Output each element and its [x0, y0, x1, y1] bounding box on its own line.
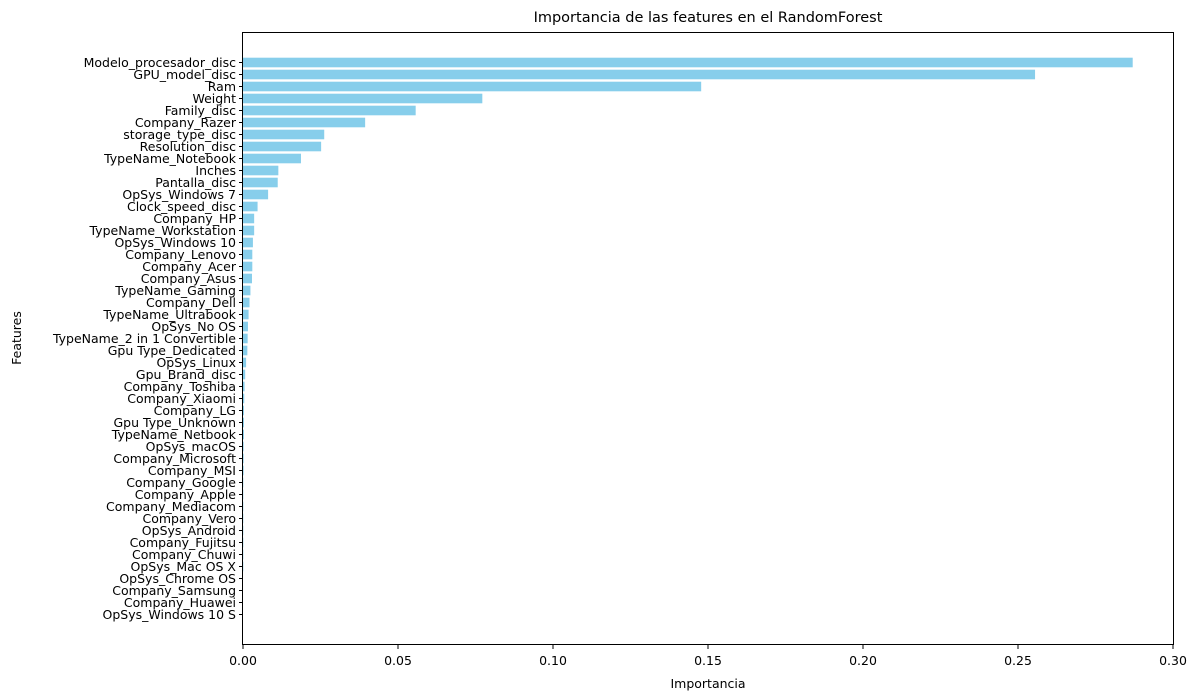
bar [243, 417, 244, 428]
bar [243, 441, 244, 452]
category-label: Gpu_Brand_disc [136, 367, 236, 382]
x-ticks-group: 0.00 0.05 0.10 0.15 0.20 0.25 0.30 [229, 645, 1187, 668]
category-label: Pantalla_disc [155, 175, 236, 190]
category-label: TypeName_2 in 1 Convertible [52, 331, 236, 346]
category-label: Company_Apple [135, 487, 237, 502]
category-label: Company_Razer [135, 115, 237, 130]
category-label: Company_Acer [142, 259, 237, 274]
bar [243, 273, 252, 284]
category-label: OpSys_Windows 10 S [103, 607, 237, 622]
category-label: Company_MSI [148, 463, 236, 478]
category-label: Clock_speed_disc [127, 199, 236, 214]
bar [243, 141, 322, 152]
bar [243, 177, 278, 188]
y-axis-label: Features [9, 311, 24, 365]
bar [243, 369, 246, 380]
category-label: Company_Mediacom [106, 499, 236, 514]
category-label: OpSys_Android [142, 523, 236, 538]
category-label: Company_Asus [141, 271, 236, 286]
bar [243, 189, 269, 200]
category-label: Company_HP [153, 211, 236, 226]
bar [243, 225, 255, 236]
x-tick-label: 0.30 [1159, 653, 1187, 668]
bar [243, 237, 253, 248]
bar [243, 81, 702, 92]
bar [243, 285, 251, 296]
bar [243, 117, 366, 128]
x-tick-label: 0.15 [694, 653, 722, 668]
category-label: storage_type_disc [123, 127, 236, 142]
category-label: OpSys_Linux [156, 355, 236, 370]
category-label: Company_Xiaomi [127, 391, 236, 406]
bar [243, 345, 248, 356]
category-label: GPU_model_disc [133, 67, 236, 82]
category-label: Company_Dell [146, 295, 236, 310]
category-label: Company_Chuwi [132, 547, 236, 562]
bar [243, 69, 1036, 80]
bar [243, 297, 250, 308]
chart-title: Importancia de las features en el Random… [534, 10, 883, 26]
category-label: Company_Toshiba [124, 379, 236, 394]
x-tick-label: 0.25 [1004, 653, 1032, 668]
bars-group [243, 57, 1133, 572]
bar [243, 213, 255, 224]
plot-frame [242, 32, 1174, 645]
bar [243, 105, 416, 116]
category-label: Gpu Type_Unknown [113, 415, 236, 430]
category-label: Inches [195, 163, 236, 178]
category-label: TypeName_Notebook [103, 151, 237, 166]
bar [243, 129, 325, 140]
category-label: OpSys_Windows 7 [122, 187, 236, 202]
category-label: OpSys_macOS [146, 439, 236, 454]
bar [243, 261, 253, 272]
category-label: Resolution_disc [140, 139, 236, 154]
x-tick-label: 0.10 [539, 653, 567, 668]
category-label: Company_Vero [143, 511, 237, 526]
category-label: OpSys_Mac OS X [131, 559, 237, 574]
category-label: Company_Huawei [124, 595, 236, 610]
bar [243, 249, 253, 260]
bar [243, 333, 248, 344]
bar [243, 393, 245, 404]
category-label: Company_Lenovo [125, 247, 236, 262]
bar [243, 321, 248, 332]
x-tick-label: 0.00 [229, 653, 257, 668]
category-label: TypeName_Ultrabook [102, 307, 236, 322]
category-label: Gpu Type_Dedicated [108, 343, 236, 358]
bar [243, 153, 301, 164]
category-label: Ram [208, 79, 236, 94]
category-label: Weight [192, 91, 236, 106]
bar [243, 405, 244, 416]
bar [243, 465, 244, 476]
bar [243, 429, 244, 440]
category-label: TypeName_Gaming [114, 283, 236, 298]
bar [243, 93, 483, 104]
category-label: Company_Fujitsu [130, 535, 236, 550]
category-label: TypeName_Netbook [111, 427, 237, 442]
category-label: TypeName_Workstation [88, 223, 236, 238]
category-label: Modelo_procesador_disc [84, 55, 237, 70]
category-label: OpSys_Chrome OS [119, 571, 236, 586]
x-tick-label: 0.20 [849, 653, 877, 668]
category-label: OpSys_No OS [151, 319, 236, 334]
bar [243, 381, 245, 392]
bar [243, 309, 249, 320]
bar [243, 453, 244, 464]
bar [243, 201, 258, 212]
category-label: Company_Microsoft [113, 451, 236, 466]
category-label: Company_Samsung [112, 583, 236, 598]
x-axis-label: Importancia [670, 676, 745, 691]
x-tick-label: 0.05 [384, 653, 412, 668]
category-label: Family_disc [165, 103, 236, 118]
bar [243, 357, 247, 368]
category-labels-group: Modelo_procesador_discGPU_model_discRamW… [52, 55, 243, 622]
category-label: Company_LG [154, 403, 236, 418]
bar [243, 165, 279, 176]
category-label: OpSys_Windows 10 [114, 235, 236, 250]
bar [243, 57, 1133, 68]
category-label: Company_Google [126, 475, 236, 490]
